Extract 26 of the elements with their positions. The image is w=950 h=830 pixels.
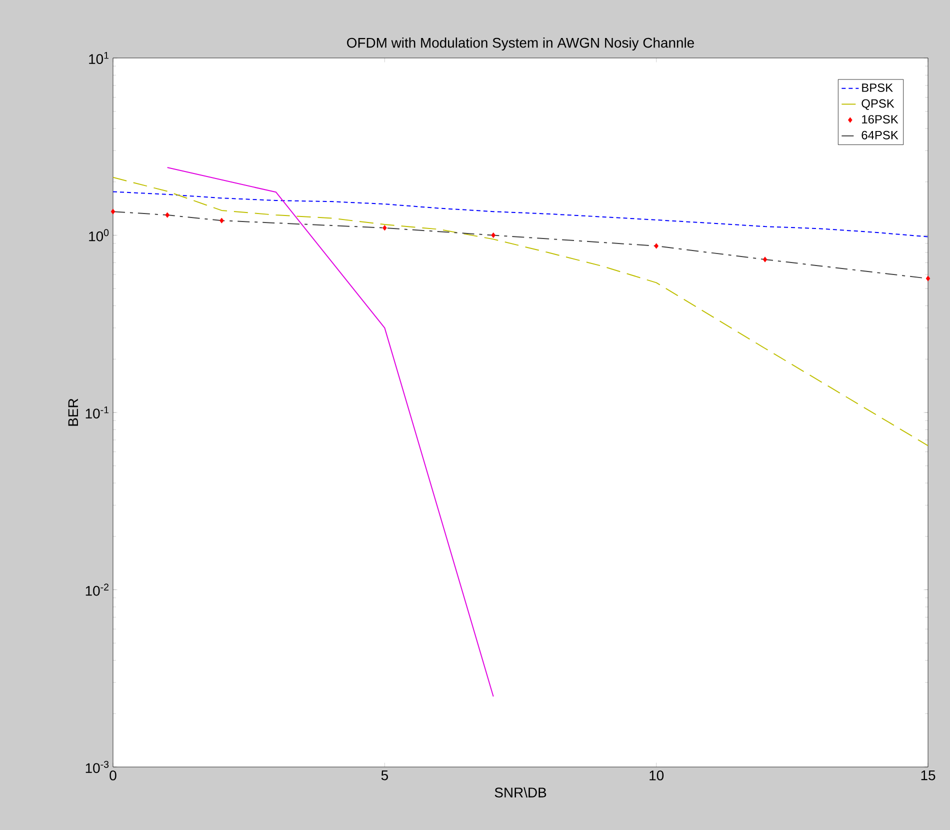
y-tick-label: 10$^{-1}$ xyxy=(86,406,109,419)
x-axis-title: SNR\DB xyxy=(494,787,546,798)
x-tick-label: 10 xyxy=(650,770,664,780)
y-tick-label: 10$^{0}$ xyxy=(89,229,109,242)
point xyxy=(762,256,768,262)
point xyxy=(220,218,224,224)
line-series xyxy=(113,191,928,238)
y-tick-label: 10$^{-2}$ xyxy=(86,584,108,596)
point xyxy=(110,208,116,214)
legend-label: BPSK xyxy=(862,83,893,92)
line-series xyxy=(113,176,928,446)
point xyxy=(926,276,930,282)
legend-label: QPSK xyxy=(862,99,894,110)
y-tick-label: 10$^{1}$ xyxy=(89,52,109,64)
legend-label: 64PSK xyxy=(862,130,898,140)
y-tick-label: 10$^{-3}$ xyxy=(86,760,109,774)
x-tick-label: 5 xyxy=(381,770,388,780)
legend-label: 16PSK xyxy=(862,115,898,124)
x-tick-label: 0 xyxy=(110,770,116,780)
point xyxy=(654,243,658,249)
point xyxy=(165,212,170,218)
y-axis-title: BER xyxy=(68,398,78,426)
line-series xyxy=(166,167,494,697)
chart-title: OFDM with Modulation System in AWGN Nosiy Channle xyxy=(347,37,694,50)
point xyxy=(382,225,387,231)
x-tick-label: 15 xyxy=(921,770,936,780)
